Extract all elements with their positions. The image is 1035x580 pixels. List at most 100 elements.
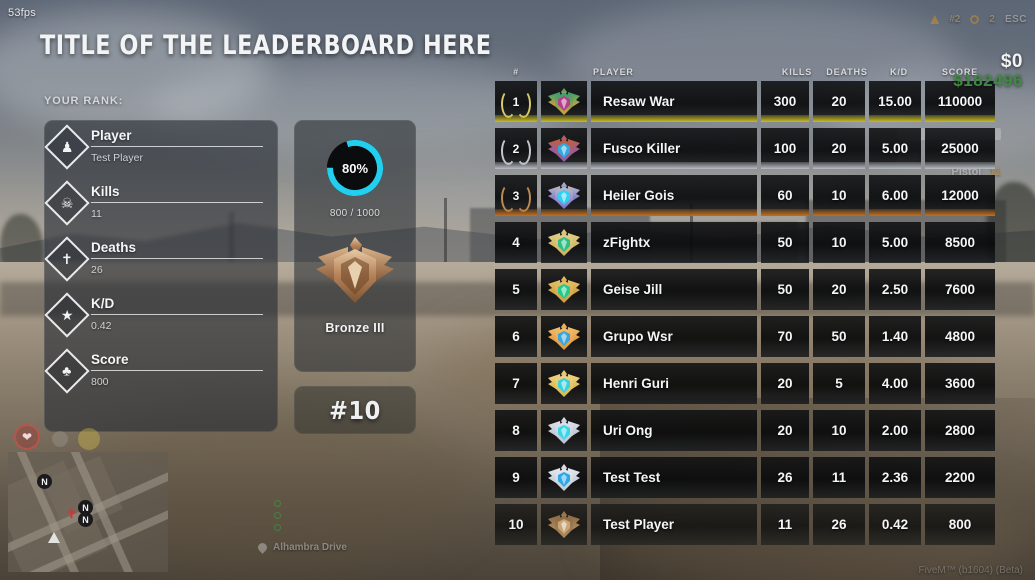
cell-rank: 2 [495,128,537,169]
table-row[interactable]: 2 Fusco Killer 100 20 5.00 25000 [495,128,995,169]
table-row[interactable]: 10 Test Player 11 26 0.42 800 [495,504,995,545]
deaths-value: 10 [831,188,847,203]
header-player: PLAYER [593,66,634,77]
player-name: zFightx [603,235,651,250]
rank-accent-bar [925,115,995,122]
rank-accent-bar [591,115,757,122]
player-name: Fusco Killer [603,141,681,156]
armor-icon [970,15,980,24]
stamina-icon [78,428,100,450]
rank-accent-bar [813,209,865,216]
player-rank-badge-icon [547,368,581,400]
cell-rank-badge [541,269,587,310]
stat-label: K/D [91,296,263,315]
cell-kd: 5.00 [869,128,921,169]
cell-rank: 6 [495,316,537,357]
player-name: Grupo Wsr [603,329,673,344]
stat-label: Deaths [91,240,263,259]
cell-score: 8500 [925,222,995,263]
player-rank-badge-icon [547,133,581,165]
kills-value: 20 [777,376,793,391]
cell-kills: 60 [761,175,809,216]
score-value: 12000 [941,188,979,203]
score-value: 7600 [944,282,976,297]
score-value: 3600 [944,376,976,391]
cell-score: 3600 [925,363,995,404]
cell-kd: 6.00 [869,175,921,216]
cloud [0,10,270,130]
street-name-text: Alhambra Drive [273,542,347,553]
compass-marker-north: N [78,512,93,527]
cell-player: Test Player [591,504,757,545]
stat-value: 11 [91,208,102,220]
score-value: 110000 [937,94,983,109]
header-rank: # [513,66,519,77]
rank-name-label: Bronze III [325,321,385,335]
cell-deaths: 50 [813,316,865,357]
table-row[interactable]: 5 Geise Jill 50 20 2.50 7600 [495,269,995,310]
table-row[interactable]: 8 Uri Ong 20 10 2.00 2800 [495,410,995,451]
location-pin-icon [256,541,269,554]
cell-rank: 10 [495,504,537,545]
hud-money: $0 $182496 [953,52,1023,90]
compass-marker-north: N [78,500,93,515]
stat-label: Player [91,128,263,147]
stat-row-k-d: ★ K/D 0.42 [44,289,277,345]
rank-accent-bar [541,115,587,122]
kills-value: 50 [777,235,793,250]
kd-value: 1.40 [881,329,909,344]
cell-kd: 4.00 [869,363,921,404]
header-kd: K/D [889,66,909,77]
wanted-level-label: #2 [949,14,961,25]
deaths-value: 20 [831,141,847,156]
cell-rank-badge [541,504,587,545]
table-row[interactable]: 9 Test Test 26 11 2.36 2200 [495,457,995,498]
table-row[interactable]: 3 Heiler Gois 60 10 6.00 12000 [495,175,995,216]
cell-deaths: 20 [813,128,865,169]
cell-player: Test Test [591,457,757,498]
player-rank-badge-icon [547,227,581,259]
kd-value: 0.42 [881,517,909,532]
cell-deaths: 10 [813,410,865,451]
stat-value: 0.42 [91,320,112,332]
player-rank-badge-icon [547,321,581,353]
score-value: 25000 [941,141,979,156]
cell-rank: 3 [495,175,537,216]
player-name: Test Player [603,517,675,532]
kd-value: 4.00 [881,376,909,391]
objective-dots [274,500,281,531]
page-title: TITLE OF THE LEADERBOARD HERE [40,30,492,61]
stat-row-kills: ☠ Kills 11 [44,177,277,233]
cell-rank-badge [541,457,587,498]
health-icon: ❤ [14,424,40,450]
rank-number: 9 [512,470,520,485]
xp-percent-label: 80% [341,160,369,176]
status-icon [52,431,68,447]
table-row[interactable]: 6 Grupo Wsr 70 50 1.40 4800 [495,316,995,357]
your-rank-position: #10 [294,386,416,434]
cell-score: 12000 [925,175,995,216]
medal-gold-icon: 1 [501,88,531,118]
cell-deaths: 20 [813,269,865,310]
table-row[interactable]: 1 Resaw War 300 20 15.00 110000 [495,81,995,122]
player-name: Heiler Gois [603,188,675,203]
cell-kd: 15.00 [869,81,921,122]
stat-value: 26 [91,264,103,276]
medal-bronze-icon: 3 [501,182,531,212]
utility-pole [444,198,447,286]
rank-accent-bar [761,162,809,169]
stat-value: 800 [91,376,109,388]
header-deaths: DEATHS [826,66,868,77]
medal-silver-icon: 2 [501,135,531,165]
cell-kills: 70 [761,316,809,357]
cell-kills: 26 [761,457,809,498]
table-row[interactable]: 4 zFightx 50 10 5.00 8500 [495,222,995,263]
kd-value: 5.00 [881,235,909,250]
cell-deaths: 10 [813,222,865,263]
rank-badge-icon [312,231,398,313]
rank-accent-bar [541,209,587,216]
cell-player: Geise Jill [591,269,757,310]
table-row[interactable]: 7 Henri Guri 20 5 4.00 3600 [495,363,995,404]
score-value: 2200 [944,470,976,485]
score-value: 8500 [944,235,976,250]
